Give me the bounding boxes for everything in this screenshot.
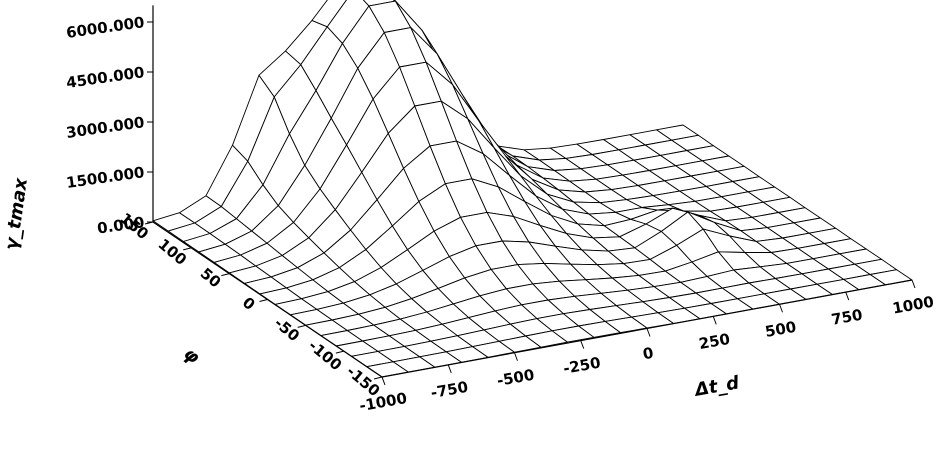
y-tick-mark (259, 299, 268, 302)
x-tick-mark (381, 376, 386, 386)
x-tick-mark (845, 291, 850, 301)
x-tick-label: -750 (429, 378, 469, 402)
x-axis-title: Δt_d (691, 372, 741, 401)
x-tick-label: -500 (496, 366, 536, 390)
x-tick-label: 250 (697, 330, 731, 353)
z-tick-label: 1500.000 (65, 163, 146, 192)
x-tick-mark (911, 279, 916, 289)
y-tick-mark (373, 376, 383, 380)
y-tick-mark (335, 350, 344, 354)
x-tick-mark (779, 304, 783, 313)
x-tick-label: 1000 (891, 293, 935, 318)
y-tick-mark (297, 324, 306, 328)
x-tick-label: 0 (641, 344, 654, 364)
axes (144, 5, 916, 386)
y-tick-label: 0 (239, 293, 259, 313)
x-tick-mark (447, 364, 452, 374)
x-tick-label: 750 (830, 306, 864, 329)
x-tick-mark (646, 328, 651, 337)
y-tick-label: 150 (116, 209, 152, 243)
x-tick-label: -250 (562, 354, 602, 378)
y-axis-title: φ (179, 343, 203, 368)
x-tick-mark (580, 340, 585, 349)
x-tick-label: 500 (764, 318, 798, 341)
y-tick-mark (183, 247, 192, 251)
surface-mesh (152, 0, 913, 378)
z-tick-label: 4500.000 (65, 63, 146, 92)
x-tick-mark (514, 352, 518, 361)
y-tick-label: 50 (197, 264, 225, 291)
y-tick-mark (221, 273, 230, 277)
z-tick-label: 3000.000 (65, 113, 146, 142)
y-tick-mark (144, 221, 154, 225)
z-tick-label: 6000.000 (65, 13, 146, 42)
z-axis-title: γ_tmax (1, 176, 32, 252)
x-tick-mark (712, 316, 717, 325)
